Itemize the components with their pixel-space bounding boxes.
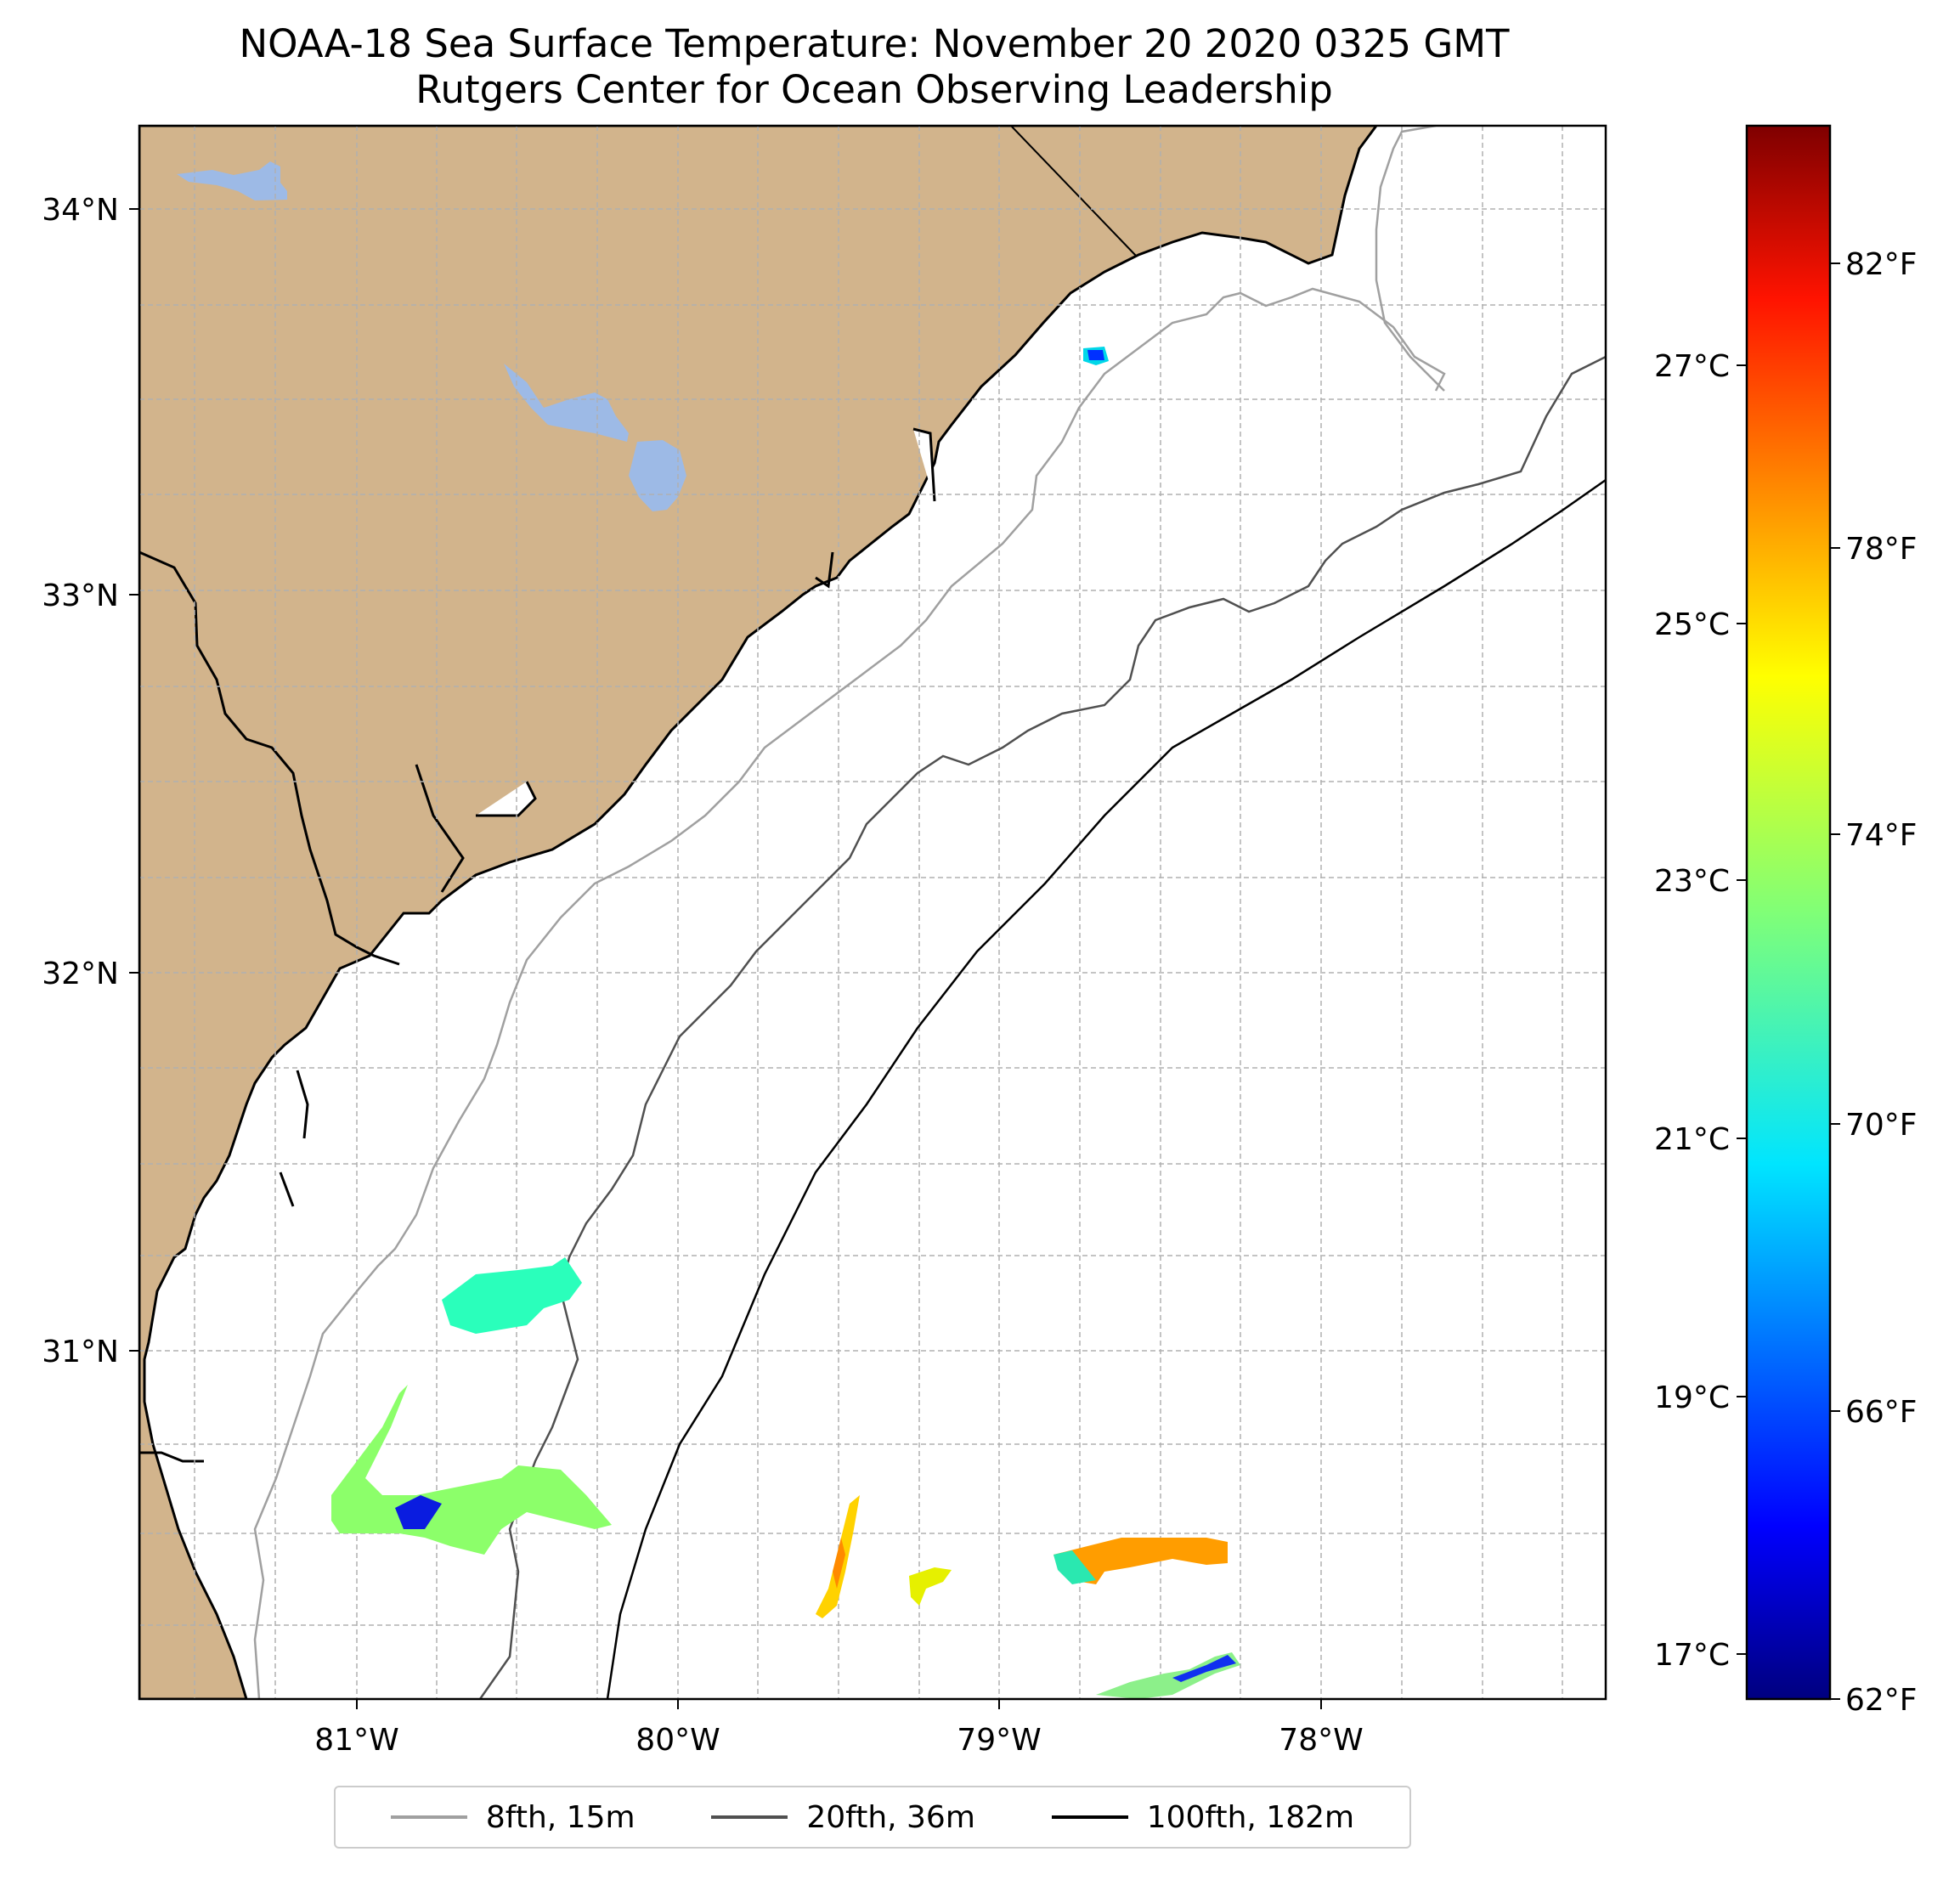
lon-label-78: 78°W [1279,1723,1363,1758]
map-subtitle: Rutgers Center for Ocean Observing Leade… [415,67,1333,112]
sst-patch-4-core [833,1538,845,1589]
legend-label-8fth: 8fth, 15m [485,1799,635,1835]
colorbar-c-17: 17°C [1654,1638,1730,1673]
lon-label-79: 79°W [957,1723,1041,1758]
colorbar-f-66: 66°F [1845,1395,1918,1430]
lon-label-81: 81°W [314,1723,398,1758]
sst-patches [331,347,1240,1699]
colorbar-c-25: 25°C [1654,607,1730,642]
map-frame [138,124,1607,1701]
colorbar-c-23: 23°C [1654,864,1730,899]
legend-swatch-8fth [390,1815,467,1819]
sst-patch-7-cold [1172,1655,1236,1682]
contour-8fth [253,287,1446,1699]
colorbar-f-82: 82°F [1845,247,1918,282]
legend-item-100fth: 100fth, 182m [1051,1799,1355,1835]
legend-swatch-20fth [711,1815,788,1819]
colorbar-f-62: 62°F [1845,1683,1918,1718]
contour-8fth-north [1375,126,1445,392]
colorbar-c-27: 27°C [1654,349,1730,384]
sst-patch-7 [1096,1652,1240,1699]
colorbar-c-19: 19°C [1654,1380,1730,1415]
sst-patch-3-cold [395,1495,442,1529]
legend: 8fth, 15m 20fth, 36m 100fth, 182m [334,1786,1411,1849]
lat-label-32: 32°N [42,957,119,991]
lat-label-33: 33°N [42,579,119,613]
land-area [139,126,1378,1699]
lake-moultrie-south [629,440,686,511]
sst-patch-1-core [1087,350,1104,360]
lake-marion [177,161,287,200]
sst-patch-2 [442,1257,582,1334]
colorbar-f-70: 70°F [1845,1108,1918,1143]
sst-patch-5 [909,1567,952,1606]
legend-item-8fth: 8fth, 15m [390,1799,635,1835]
map-title: NOAA-18 Sea Surface Temperature: Novembe… [239,21,1510,66]
lon-label-80: 80°W [635,1723,720,1758]
contour-100fth [606,478,1606,1699]
legend-label-20fth: 20fth, 36m [806,1799,975,1835]
contour-20fth [478,355,1606,1699]
legend-swatch-100fth [1051,1815,1128,1819]
legend-label-100fth: 100fth, 182m [1146,1799,1355,1835]
colorbar [1745,124,1832,1701]
sst-patch-6-edge [1053,1550,1096,1584]
sst-patch-6 [1053,1538,1228,1584]
colorbar-c-21: 21°C [1654,1122,1730,1157]
colorbar-f-78: 78°F [1845,532,1918,567]
legend-item-20fth: 20fth, 36m [711,1800,975,1835]
lake-moultrie [504,364,629,442]
lat-label-31: 31°N [42,1335,119,1369]
colorbar-f-74: 74°F [1845,818,1918,853]
gridlines [139,126,1606,1699]
lat-label-34: 34°N [42,193,119,228]
